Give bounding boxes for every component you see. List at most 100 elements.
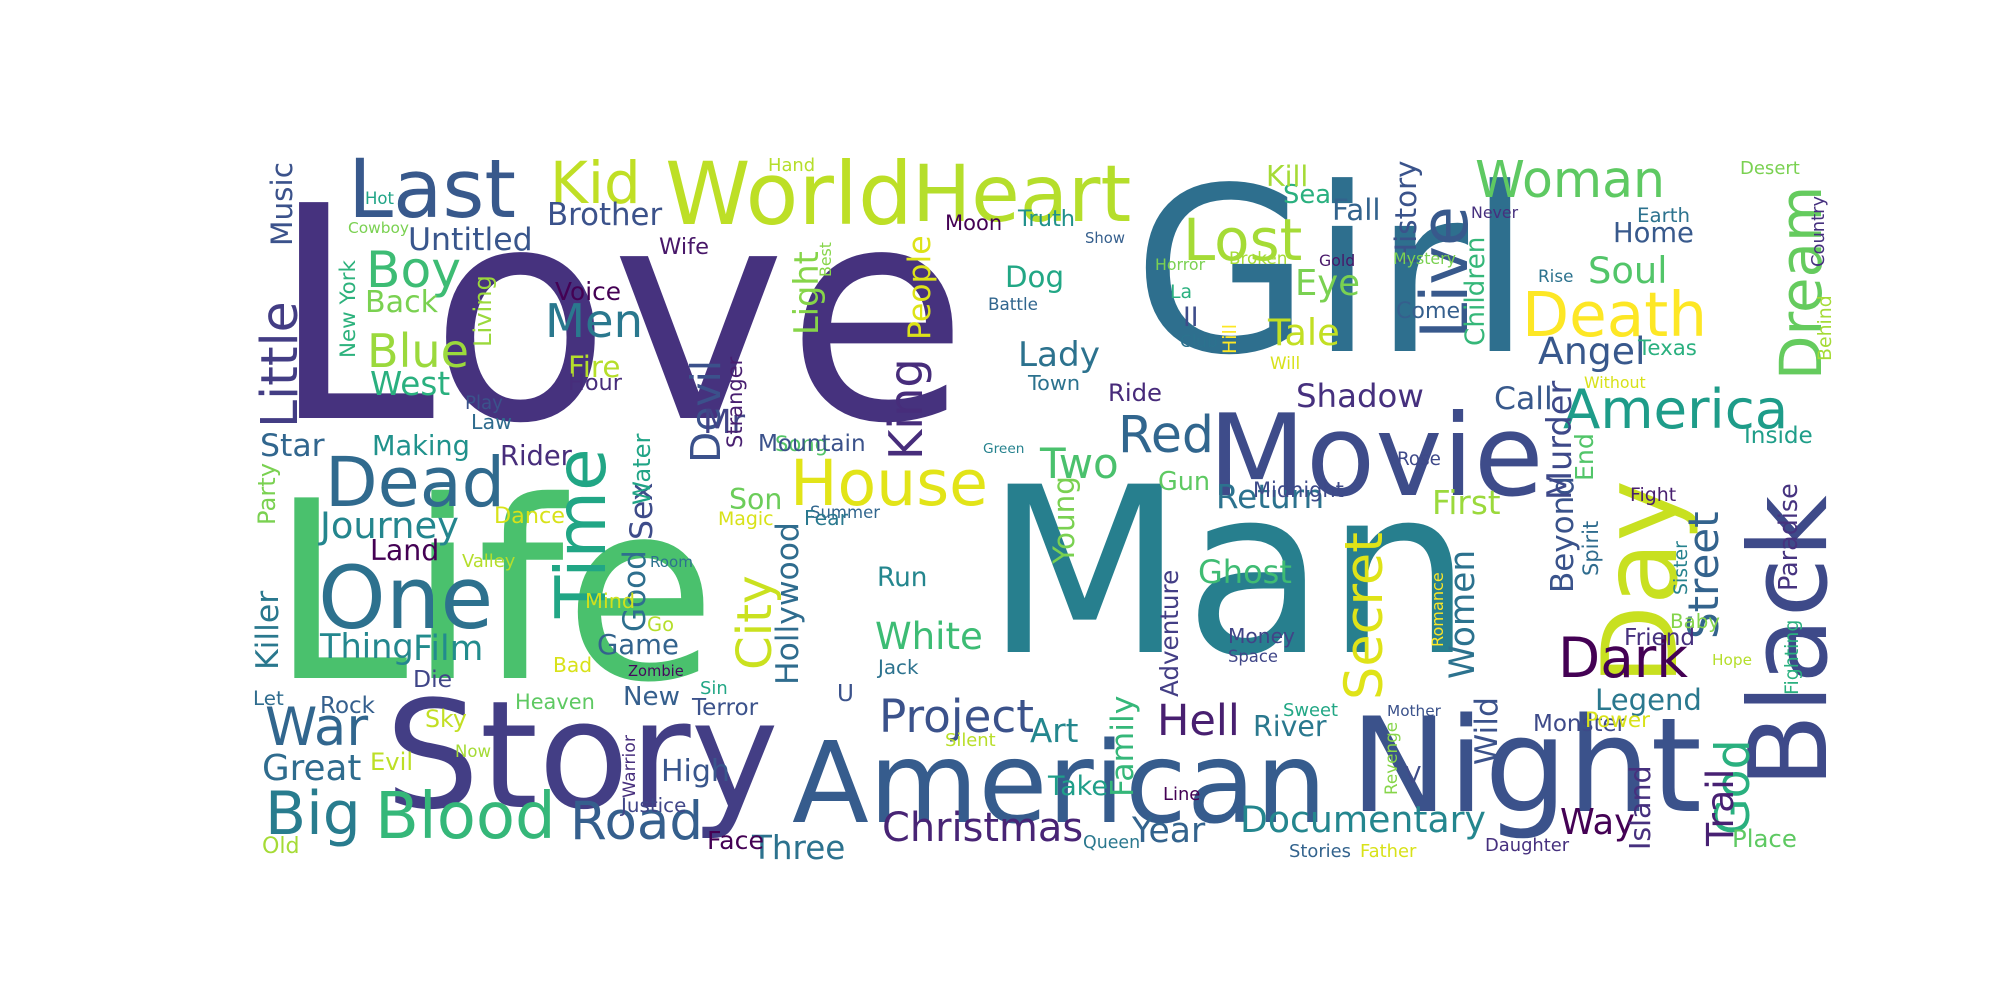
word-fall: Fall xyxy=(1332,193,1381,227)
word-big: Big xyxy=(265,779,361,849)
word-eye: Eye xyxy=(1295,263,1360,304)
word-old: Old xyxy=(262,833,300,859)
word-horror: Horror xyxy=(1155,255,1206,274)
word-dog: Dog xyxy=(1005,260,1065,294)
word-let: Let xyxy=(253,687,284,710)
word-way: Way xyxy=(1560,802,1635,843)
word-gold: Gold xyxy=(1319,251,1356,270)
word-angel: Angel xyxy=(1538,329,1646,373)
word-play: Play xyxy=(465,393,503,414)
word-home: Home xyxy=(1613,218,1694,249)
word-new-york: New York xyxy=(336,260,361,358)
word-hour: Hour xyxy=(568,370,622,396)
word-family: Family xyxy=(1105,695,1141,797)
word-men: Men xyxy=(545,294,643,348)
word-movie: Movie xyxy=(1208,390,1544,522)
word-lady: Lady xyxy=(1018,335,1100,375)
word-return: Return xyxy=(1216,478,1325,516)
word-children: Children xyxy=(1461,236,1491,346)
word-spirit: Spirit xyxy=(1579,520,1603,576)
word-first: First xyxy=(1432,484,1501,522)
word-america: America xyxy=(1563,377,1789,441)
word-great: Great xyxy=(262,748,362,789)
word-love: Love xyxy=(270,143,969,488)
word-white: White xyxy=(875,615,983,658)
word-friend: Friend xyxy=(1624,625,1696,651)
word-adventure: Adventure xyxy=(1155,569,1184,697)
word-back: Back xyxy=(365,285,439,320)
word-game: Game xyxy=(597,629,679,661)
word-midnight: Midnight xyxy=(1253,478,1344,502)
word-daughter: Daughter xyxy=(1485,835,1570,856)
word-people: People xyxy=(902,235,938,340)
word-mountain: Mountain xyxy=(758,431,866,457)
word-island: Island xyxy=(1624,765,1657,850)
word-silent: Silent xyxy=(945,730,996,751)
word-little: Little xyxy=(250,301,309,428)
word-earth: Earth xyxy=(1637,204,1691,227)
word-club: Club xyxy=(1180,331,1218,351)
word-without: Without xyxy=(1584,373,1646,392)
word-cowboy: Cowboy xyxy=(348,219,410,237)
word-woman: Woman xyxy=(1475,150,1666,209)
word-man: Man xyxy=(985,439,1473,707)
word-hill: Hill xyxy=(1219,324,1241,354)
word-broken: Broken xyxy=(1229,248,1288,268)
word-hot: Hot xyxy=(365,189,394,208)
word-story: Story xyxy=(385,670,779,843)
word-star: Star xyxy=(260,428,325,464)
word-two: Two xyxy=(1040,439,1119,488)
word-battle: Battle xyxy=(988,294,1038,314)
word-last: Last xyxy=(348,143,517,237)
word-dark: Dark xyxy=(1558,626,1689,690)
word-romance: Romance xyxy=(1428,572,1447,647)
word-secret: Secret xyxy=(1334,532,1395,700)
word-zombie: Zombie xyxy=(628,663,684,680)
word-river: River xyxy=(1253,710,1327,743)
word-life: Life xyxy=(270,449,717,737)
word-one: One xyxy=(318,549,494,649)
word-mother: Mother xyxy=(1387,702,1441,720)
word-go: Go xyxy=(647,613,675,636)
word-fighting: Fighting xyxy=(1781,619,1803,695)
word-untitled: Untitled xyxy=(408,222,533,258)
word-party: Party xyxy=(253,462,281,525)
word-tale: Tale xyxy=(1268,311,1340,354)
word-red: Red xyxy=(1118,405,1214,464)
word-living: Living xyxy=(469,275,497,347)
word-now: Now xyxy=(455,742,491,761)
word-ii: II xyxy=(1183,303,1199,333)
word-line: Line xyxy=(1163,784,1201,805)
word-u: U xyxy=(837,681,854,707)
word-hell: Hell xyxy=(1157,696,1240,746)
word-son: Son xyxy=(729,483,783,516)
word-stories: Stories xyxy=(1289,841,1351,862)
word-blood: Blood xyxy=(375,780,556,854)
word-girl: Girl xyxy=(1133,139,1532,405)
word-death: Death xyxy=(1522,280,1708,351)
word-sky: Sky xyxy=(425,705,467,733)
word-rise: Rise xyxy=(1538,266,1574,286)
word-three: Three xyxy=(752,829,846,867)
word-moon: Moon xyxy=(945,211,1003,235)
word-kid: Kid xyxy=(550,149,641,217)
word-mind: Mind xyxy=(585,589,636,613)
word-gun: Gun xyxy=(1158,467,1211,497)
word-summer: Summer xyxy=(810,503,881,522)
word-fight: Fight xyxy=(1630,484,1677,506)
word-road: Road xyxy=(570,791,703,852)
word-justice: Justice xyxy=(621,794,687,817)
word-heart: Heart xyxy=(912,148,1132,240)
word-year: Year xyxy=(1132,811,1206,851)
word-terror: Terror xyxy=(692,695,759,721)
word-project: Project xyxy=(879,690,1034,743)
word-warrior: Warrior xyxy=(620,735,640,798)
word-song: Song xyxy=(775,431,829,456)
word-jack: Jack xyxy=(878,656,919,679)
word-rock: Rock xyxy=(320,693,375,719)
word-christmas: Christmas xyxy=(882,805,1084,851)
word-queen: Queen xyxy=(1083,833,1141,853)
word-take: Take xyxy=(1048,771,1109,802)
word-kill: Kill xyxy=(1266,160,1309,193)
